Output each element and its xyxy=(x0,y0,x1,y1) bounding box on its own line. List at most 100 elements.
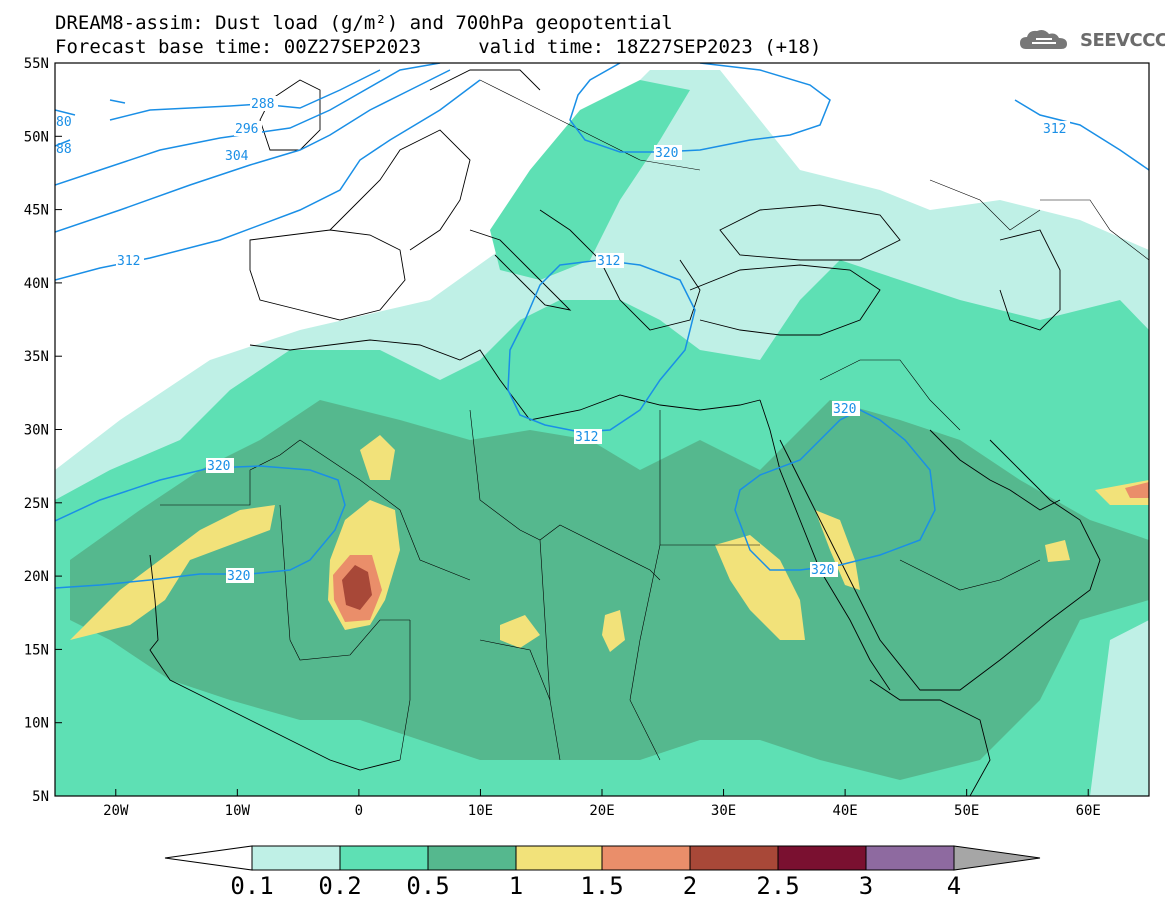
contour-label-296: 296 xyxy=(235,122,258,137)
border-5 xyxy=(539,539,561,761)
border-7 xyxy=(629,544,661,761)
lon-tick-label: 10W xyxy=(225,803,251,819)
border-9 xyxy=(479,639,551,701)
contour-label-312-ne: 312 xyxy=(1043,122,1066,137)
contour-312-med xyxy=(507,259,696,433)
forecast-times: Forecast base time: 00Z27SEP2023 valid t… xyxy=(55,36,822,58)
longitude-axis: 20W 10W 0 10E 20E 30E 40E 50E 60E xyxy=(103,789,1101,819)
colorbar-label: 4 xyxy=(947,872,961,900)
coastline-caspian xyxy=(999,229,1061,331)
border-14 xyxy=(929,179,1041,231)
contour-312-northeast xyxy=(1014,99,1149,171)
lon-tick-label: 60E xyxy=(1076,803,1101,819)
colorbar-label: 2 xyxy=(683,872,697,900)
logo-text: SEEVCCC xyxy=(1080,29,1165,51)
colorbar-label: 3 xyxy=(859,872,873,900)
lat-tick-label: 55N xyxy=(24,56,49,72)
lon-tick-label: 50E xyxy=(954,803,979,819)
border-13 xyxy=(479,79,701,171)
colorbar-bin-2.5-3 xyxy=(777,845,867,871)
contour-280 xyxy=(55,99,126,116)
border-3 xyxy=(299,439,471,581)
colorbar-bin-1-1.5 xyxy=(515,845,603,871)
lat-tick-label: 15N xyxy=(24,642,49,658)
contour-label-320-sudan: 320 xyxy=(811,563,834,578)
colorbar-bin-2-2.5 xyxy=(689,845,779,871)
colorbar-bin-3-4 xyxy=(865,845,955,871)
lat-tick-label: 40N xyxy=(24,276,49,292)
contour-labels: 288 296 304 312 312 312 320 320 320 320 … xyxy=(56,96,1070,584)
dust-level-1-sudan xyxy=(715,535,805,640)
cloud-logo-icon xyxy=(1020,30,1067,49)
contour-304 xyxy=(55,69,451,233)
dust-level-0.2-north xyxy=(490,80,690,280)
coastline-france xyxy=(329,129,471,251)
contour-label-304: 304 xyxy=(225,149,249,164)
lat-tick-label: 30N xyxy=(24,423,49,439)
latitude-axis: 5N 10N 15N 20N 25N 30N 35N 40N 45N 50N 55N xyxy=(24,56,62,805)
coastline-black-sea xyxy=(719,204,901,261)
geopotential-contours xyxy=(55,63,1149,589)
colorbar-label: 1.5 xyxy=(580,872,623,900)
border-1 xyxy=(160,439,301,506)
coastline-balkans-greece xyxy=(539,209,701,331)
contour-label-80: 80 xyxy=(56,115,72,130)
seevccc-logo: SEEVCCC xyxy=(1018,27,1165,53)
colorbar-bin-0.1-0.2 xyxy=(251,845,341,871)
contour-label-320-arabia: 320 xyxy=(833,402,856,417)
dust-level-1-libya xyxy=(602,610,625,652)
contour-320-north xyxy=(569,63,831,153)
coastline-persian-gulf xyxy=(929,429,1061,511)
colorbar-bin-1.5-2 xyxy=(601,845,691,871)
lat-tick-label: 45N xyxy=(24,203,49,219)
dust-level-1-north xyxy=(360,435,395,480)
coastline-arabia xyxy=(779,439,1101,691)
colorbar-bin-0.5-1 xyxy=(427,845,517,871)
coastline-levant-redsea xyxy=(759,399,891,691)
lon-tick-label: 20E xyxy=(589,803,614,819)
map-title: DREAM8-assim: Dust load (g/m²) and 700hP… xyxy=(55,12,673,34)
colorbar-label: 2.5 xyxy=(756,872,799,900)
lat-tick-label: 25N xyxy=(24,496,49,512)
lat-tick-label: 35N xyxy=(24,349,49,365)
contour-label-312-west: 312 xyxy=(117,254,140,269)
dust-level-2 xyxy=(342,565,372,610)
lon-tick-label: 20W xyxy=(103,803,129,819)
contour-label-320-europe: 320 xyxy=(655,146,678,161)
dust-level-1-redsea xyxy=(815,510,860,590)
border-12 xyxy=(1040,199,1149,261)
coastline-britain xyxy=(259,79,321,151)
coastline-horn-africa xyxy=(869,679,991,796)
border-8 xyxy=(399,620,411,761)
colorbar-label: 0.1 xyxy=(230,872,273,900)
contour-label-312-north: 312 xyxy=(597,254,620,269)
contour-320-africa xyxy=(55,465,346,589)
colorbar-bin-0.2-0.5 xyxy=(339,845,429,871)
contour-label-320-sahara: 320 xyxy=(207,459,230,474)
lon-tick-label: 30E xyxy=(711,803,736,819)
lat-tick-label: 5N xyxy=(32,789,49,805)
border-10 xyxy=(819,359,961,431)
colorbar-label: 0.5 xyxy=(406,872,449,900)
lon-tick-label: 10E xyxy=(468,803,493,819)
coastline-turkey xyxy=(689,264,881,336)
contour-320-east xyxy=(734,409,936,571)
colorbar-label: 0.2 xyxy=(318,872,361,900)
lat-tick-label: 20N xyxy=(24,569,49,585)
lat-tick-label: 10N xyxy=(24,716,49,732)
contour-label-320-sahel: 320 xyxy=(227,569,250,584)
dust-level-1.5-gulf xyxy=(1125,482,1149,498)
contour-label-288: 288 xyxy=(251,97,274,112)
lat-tick-label: 50N xyxy=(24,129,49,145)
contour-label-312-south: 312 xyxy=(575,430,598,445)
dust-level-1-chad xyxy=(500,615,540,648)
contour-label-88: 88 xyxy=(56,142,72,157)
border-2 xyxy=(279,504,410,661)
dust-level-1-east xyxy=(1045,540,1070,562)
coastline-italy xyxy=(469,229,572,311)
coastline-north-africa xyxy=(249,339,761,421)
coastlines xyxy=(149,69,1101,796)
border-11 xyxy=(899,559,1041,591)
coastline-iberia xyxy=(249,229,406,321)
colorbar: 0.1 0.2 0.5 1 1.5 2 2.5 3 4 xyxy=(164,845,1041,900)
